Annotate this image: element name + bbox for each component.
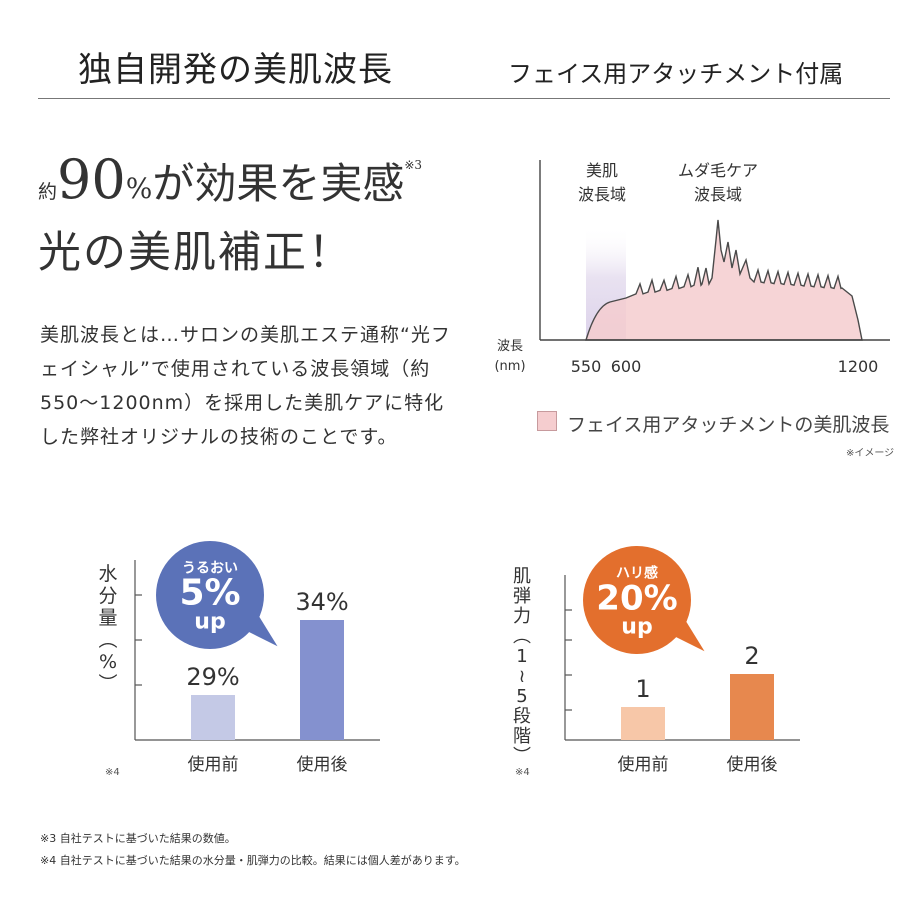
y-label-char: 段 <box>513 706 531 727</box>
y-label-char: ≀ <box>519 666 526 687</box>
bar-value-label: 29% <box>186 663 239 691</box>
x-tick-600: 600 <box>611 357 642 376</box>
bar-after <box>300 620 344 740</box>
moisture-note: ※4 <box>105 767 120 778</box>
description-text: 美肌波長とは…サロンの美肌エステ通称“光フェイシャル”で使用されている波長領域（… <box>40 324 451 448</box>
callout-value: 20% <box>596 579 677 619</box>
footnote-4: ※4 自社テストに基づいた結果の水分量・肌弾力の比較。結果には個人差があります。 <box>40 854 466 867</box>
wavelength-chart: 美肌 波長域 ムダ毛ケア 波長域 波長 (nm) 550 600 1200 <box>494 160 890 376</box>
band-label-skin-line2: 波長域 <box>578 185 626 204</box>
callout-circle <box>156 541 264 649</box>
headline-line2: 光の美肌補正！ <box>38 228 353 278</box>
band-label-skin-line1: 美肌 <box>586 161 618 180</box>
headline-number: 90 <box>57 148 126 211</box>
y-label-char: ︵ <box>98 629 117 651</box>
y-label-char: 1 <box>516 646 527 667</box>
y-label-char: 5 <box>516 686 527 707</box>
y-label-char: ︶ <box>98 673 117 695</box>
headline-prefix: 約 <box>38 181 58 203</box>
page-subtitle: フェイス用アタッチメント付属 <box>508 60 844 88</box>
bar-value-label: 34% <box>295 588 348 616</box>
elasticity-y-axis-label: 肌弾力︵1≀5段階︶ <box>513 566 531 767</box>
headline-note: ※3 <box>404 158 423 172</box>
bar-before <box>191 695 235 740</box>
headline-line1: 約90%が効果を実感※3 <box>38 148 422 211</box>
x-axis-label-line2: (nm) <box>494 359 525 374</box>
y-label-char: 階 <box>513 726 531 747</box>
callout-value: 5% <box>179 573 240 614</box>
headline-rest: が効果を実感 <box>152 159 405 208</box>
y-label-char: 量 <box>98 607 117 629</box>
callout-suffix: up <box>194 609 225 634</box>
y-label-char: 分 <box>98 585 117 607</box>
category-label: 使用後 <box>297 754 348 775</box>
image-note: ※イメージ <box>846 448 895 459</box>
y-label-char: ︶ <box>513 746 531 767</box>
bar-value-label: 1 <box>635 675 650 703</box>
bar-value-label: 2 <box>744 642 759 670</box>
x-axis-label-line1: 波長 <box>497 339 523 354</box>
callout-label: うるおい <box>182 560 238 576</box>
callout-circle <box>583 546 691 654</box>
category-label: 使用前 <box>188 754 239 775</box>
callout-label: ハリ感 <box>616 564 658 581</box>
y-label-char: 水 <box>98 563 117 585</box>
legend-label: フェイス用アタッチメントの美肌波長 <box>567 414 890 436</box>
legend-swatch <box>537 411 557 431</box>
page-title: 独自開発の美肌波長 <box>78 50 393 90</box>
elasticity-note: ※4 <box>515 767 530 778</box>
moisture-y-axis-label: 水分量︵%︶ <box>98 563 117 695</box>
x-tick-1200: 1200 <box>838 357 879 376</box>
category-label: 使用後 <box>727 754 778 775</box>
spectrum-area <box>585 219 863 341</box>
y-label-char: 力 <box>513 606 531 627</box>
y-label-char: 弾 <box>513 586 531 607</box>
y-label-char: 肌 <box>513 566 531 587</box>
y-label-char: % <box>99 651 117 673</box>
band-label-hair-line1: ムダ毛ケア <box>678 161 758 180</box>
header-divider <box>38 98 890 99</box>
callout-suffix: up <box>621 614 652 639</box>
category-label: 使用前 <box>618 754 669 775</box>
headline-percent: % <box>125 172 153 205</box>
band-label-hair-line2: 波長域 <box>694 185 742 204</box>
x-tick-550: 550 <box>571 357 602 376</box>
bar-after <box>730 674 774 740</box>
footnote-3: ※3 自社テストに基づいた結果の数値。 <box>40 832 236 845</box>
y-label-char: ︵ <box>513 626 531 647</box>
bar-before <box>621 707 665 740</box>
